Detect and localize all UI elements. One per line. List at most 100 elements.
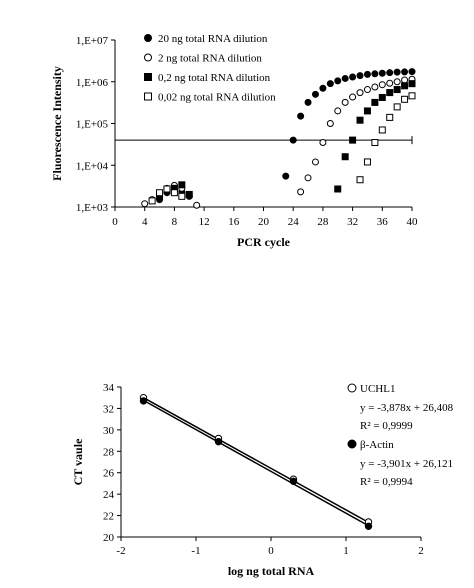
x-tick-label: 36	[377, 216, 389, 228]
legend-marker	[144, 34, 152, 42]
y-tick-label: 20	[103, 532, 115, 544]
y-tick-label: 1,E+07	[76, 35, 109, 47]
legend-label: UCHL1	[360, 383, 395, 395]
legend-label: 2 ng total RNA dilution	[158, 53, 262, 65]
data-point	[214, 437, 223, 446]
data-point	[378, 126, 386, 134]
data-point	[386, 69, 394, 77]
data-point	[156, 189, 164, 197]
data-point	[334, 77, 342, 85]
data-point	[334, 185, 342, 193]
x-tick-label: 0	[268, 545, 274, 557]
data-point	[386, 89, 394, 97]
y-tick-label: 1,E+03	[76, 202, 109, 214]
x-tick-label: 24	[288, 216, 300, 228]
data-point	[326, 80, 334, 88]
data-point	[408, 92, 416, 100]
data-point	[334, 107, 342, 115]
data-point	[408, 68, 416, 76]
data-point	[401, 76, 409, 84]
y-tick-label: 26	[103, 468, 115, 480]
data-point	[371, 98, 379, 106]
y-tick-label: 30	[103, 425, 115, 437]
y-tick-label: 32	[103, 403, 114, 415]
r-squared-label: R² = 0,9994	[360, 476, 413, 488]
data-point	[378, 81, 386, 89]
data-point	[163, 185, 171, 193]
data-point	[408, 80, 416, 88]
data-point	[178, 192, 186, 200]
data-point	[393, 78, 401, 86]
data-point	[356, 116, 364, 124]
data-point	[378, 93, 386, 101]
data-point	[371, 70, 379, 78]
data-point	[289, 477, 298, 485]
y-tick-label: 28	[103, 446, 115, 458]
x-tick-label: 16	[228, 216, 240, 228]
x-axis-title: log ng total RNA	[228, 564, 315, 578]
data-point	[185, 190, 193, 198]
data-point	[356, 72, 364, 80]
data-point	[341, 153, 349, 161]
legend-label: 0,2 ng total RNA dilution	[158, 72, 271, 84]
y-tick-label: 34	[103, 382, 115, 394]
data-point	[371, 139, 379, 147]
amplification-chart: 0 4 8 12 16 20 24 28 32 36 40 1,E+03 1,E+04 1,E+05 1,E…	[50, 33, 418, 249]
x-tick-label: -2	[116, 545, 125, 557]
x-tick-label: 1	[343, 545, 349, 557]
data-point	[393, 86, 401, 94]
data-point	[363, 70, 371, 78]
x-axis-title: PCR cycle	[237, 235, 291, 249]
data-point	[401, 82, 409, 90]
trendline	[143, 399, 369, 527]
data-point	[178, 181, 186, 189]
x-tick-label: 0	[112, 216, 118, 228]
y-tick-label: 22	[103, 511, 114, 523]
data-point	[393, 68, 401, 76]
x-tick-label: 2	[418, 545, 424, 557]
data-point	[311, 158, 319, 166]
data-point	[304, 98, 312, 106]
data-point	[356, 176, 364, 184]
x-tick-label: 40	[407, 216, 419, 228]
data-point	[139, 397, 148, 405]
y-tick-label: 1,E+05	[76, 119, 109, 131]
r-squared-label: R² = 0,9999	[360, 420, 413, 432]
data-point	[193, 201, 201, 209]
legend-label: 0,02 ng total RNA dilution	[158, 92, 276, 104]
x-tick-label: 20	[258, 216, 270, 228]
x-tick-label: 12	[199, 216, 210, 228]
data-point	[386, 79, 394, 87]
data-point	[349, 93, 357, 101]
data-point	[401, 95, 409, 103]
y-tick-label: 1,E+06	[76, 77, 109, 89]
data-point	[356, 89, 364, 97]
data-point	[341, 74, 349, 82]
data-point	[371, 83, 379, 91]
legend-marker	[144, 53, 152, 62]
data-point	[393, 103, 401, 111]
data-point	[311, 90, 319, 98]
y-tick-label: 1,E+04	[76, 160, 109, 172]
x-tick-label: 8	[172, 216, 178, 228]
data-point	[326, 120, 334, 127]
y-axis-title: Fluorescence Intensity	[50, 66, 64, 181]
x-tick-label: -1	[191, 545, 200, 557]
equation-label: y = -3,878x + 26,408	[360, 402, 454, 414]
data-point	[364, 522, 373, 530]
y-tick-label: 24	[103, 489, 115, 501]
x-tick-label: 28	[317, 216, 329, 228]
data-point	[148, 197, 156, 205]
legend-label: 20 ng total RNA dilution	[158, 33, 268, 45]
data-point	[363, 107, 371, 115]
data-point	[349, 73, 357, 81]
data-point	[378, 69, 386, 77]
standard-curve-chart: -2 -1 0 1 2 20 22 24 26 28 30 32 34 log ng total RNA C…	[71, 382, 454, 578]
y-axis-title: CT vaule	[71, 438, 85, 485]
data-point	[401, 68, 409, 76]
data-point	[282, 172, 290, 180]
data-point	[289, 136, 297, 144]
data-point	[297, 112, 305, 120]
equation-label: y = -3,901x + 26,121	[360, 458, 453, 470]
